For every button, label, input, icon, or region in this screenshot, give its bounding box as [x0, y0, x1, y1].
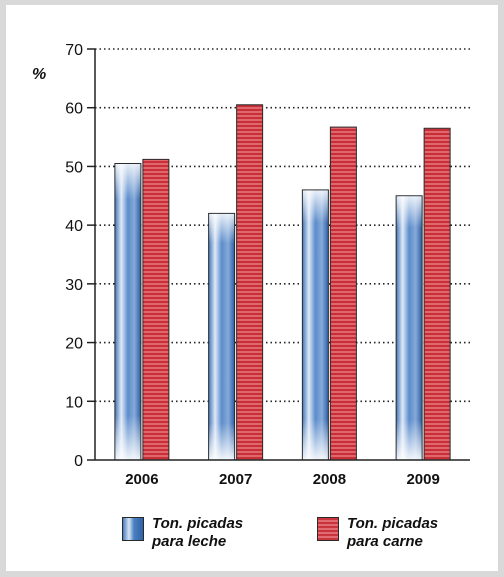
legend-item-carne: Ton. picadas para carne	[317, 515, 467, 551]
chart-frame: 0 10 20 30 40 50 60 70 2006 2007 2008 2009 % Ton. p…	[6, 5, 498, 571]
y-tick-label: 20	[65, 336, 83, 353]
x-tick-label: 2006	[125, 471, 158, 488]
bar-leche-highlight	[115, 163, 141, 460]
legend-line: para leche	[152, 533, 227, 550]
bar-chart: 0 10 20 30 40 50 60 70 2006 2007 2008 2009 %	[32, 42, 470, 488]
y-tick-label: 30	[65, 277, 83, 294]
legend-line: Ton. picadas	[347, 515, 439, 532]
legend-swatch-carne	[317, 517, 339, 541]
y-tick-label: 60	[65, 101, 83, 118]
bar-carne-2008	[329, 126, 357, 461]
bar-carne-2006	[142, 158, 170, 461]
legend-line: para carne	[347, 533, 423, 550]
legend-item-leche: Ton. picadas para leche	[122, 515, 272, 551]
y-tick-label: 70	[65, 42, 83, 59]
x-tick-label: 2008	[313, 471, 346, 488]
bar-carne-2009	[423, 127, 451, 461]
bar-leche-highlight	[302, 190, 328, 460]
y-tick-label: 0	[74, 453, 83, 470]
x-tick-label: 2009	[406, 471, 439, 488]
legend-line: Ton. picadas	[152, 515, 244, 532]
bar-leche-highlight	[209, 213, 235, 460]
x-tick-label: 2007	[219, 471, 252, 488]
y-tick-label: 10	[65, 394, 83, 411]
bar-leche-highlight	[396, 196, 422, 460]
legend-text-leche: Ton. picadas para leche	[152, 515, 272, 551]
bar-carne-2007	[236, 104, 264, 461]
y-tick-label: 40	[65, 218, 83, 235]
y-tick-label: 50	[65, 159, 83, 176]
y-unit-label: %	[32, 66, 46, 83]
legend-text-carne: Ton. picadas para carne	[347, 515, 467, 551]
legend-swatch-leche	[122, 517, 144, 541]
